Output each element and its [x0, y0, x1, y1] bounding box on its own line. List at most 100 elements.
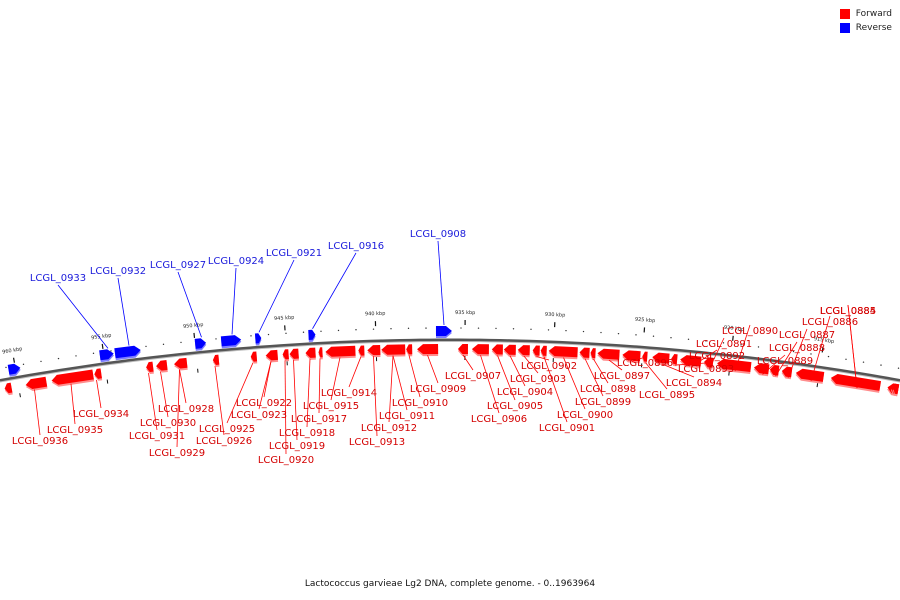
gene-label-LCGL_0909[interactable]: LCGL_0909	[410, 384, 466, 395]
gene-fwd[interactable]	[406, 344, 413, 357]
gene-label-LCGL_0931[interactable]: LCGL_0931	[129, 431, 185, 442]
gene-fwd[interactable]	[305, 347, 316, 361]
gene-label-LCGL_0918[interactable]: LCGL_0918	[279, 428, 335, 439]
gene-label-LCGL_0924[interactable]: LCGL_0924	[208, 256, 264, 267]
gene-label-LCGL_0901[interactable]: LCGL_0901	[539, 423, 595, 434]
gene-label-LCGL_0930[interactable]: LCGL_0930	[140, 418, 196, 429]
gene-rev-1[interactable]	[99, 348, 114, 363]
gene-fwd[interactable]	[4, 382, 13, 396]
gene-label-LCGL_0920[interactable]: LCGL_0920	[258, 455, 314, 466]
gene-label-LCGL_0934[interactable]: LCGL_0934	[73, 409, 129, 420]
gene-fwd[interactable]	[282, 349, 290, 362]
gene-fwd[interactable]	[367, 344, 381, 358]
gene-fwd[interactable]	[94, 368, 103, 381]
gene-fwd[interactable]	[548, 346, 578, 360]
gene-label-LCGL_0935[interactable]: LCGL_0935	[47, 425, 103, 436]
gene-fwd[interactable]	[289, 348, 299, 362]
gene-fwd[interactable]	[503, 344, 516, 357]
gene-label-LCGL_0906[interactable]: LCGL_0906	[471, 414, 527, 425]
gene-fwd[interactable]	[51, 369, 95, 387]
gene-rev-6[interactable]	[308, 329, 316, 342]
gene-label-LCGL_0885[interactable]: LCGL_0885	[820, 306, 876, 317]
gene-label-LCGL_0914[interactable]: LCGL_0914	[321, 388, 377, 399]
gene-label-LCGL_0908[interactable]: LCGL_0908	[410, 229, 466, 240]
gene-label-LCGL_0902[interactable]: LCGL_0902	[521, 361, 577, 372]
gene-label-LCGL_0916[interactable]: LCGL_0916	[328, 241, 384, 252]
gene-label-LCGL_0891[interactable]: LCGL_0891	[696, 339, 752, 350]
gene-label-LCGL_0890[interactable]: LCGL_0890	[722, 326, 778, 337]
gene-fwd[interactable]	[597, 348, 620, 362]
gene-fwd[interactable]	[146, 361, 154, 375]
gene-label-LCGL_0927[interactable]: LCGL_0927	[150, 260, 206, 271]
gene-label-LCGL_0893[interactable]: LCGL_0893	[678, 364, 734, 375]
legend-reverse[interactable]: Reverse	[839, 23, 892, 33]
gene-fwd[interactable]	[457, 344, 468, 357]
gene-label-LCGL_0894[interactable]: LCGL_0894	[666, 378, 722, 389]
gene-fwd[interactable]	[795, 368, 825, 384]
gene-fwd[interactable]	[25, 376, 48, 392]
gene-label-LCGL_0897[interactable]: LCGL_0897	[594, 371, 650, 382]
gene-label-LCGL_0896[interactable]: LCGL_0896	[617, 358, 673, 369]
gene-label-LCGL_0903[interactable]: LCGL_0903	[510, 374, 566, 385]
gene-label-LCGL_0892[interactable]: LCGL_0892	[689, 351, 745, 362]
gene-label-LCGL_0921[interactable]: LCGL_0921	[266, 248, 322, 259]
gene-label-LCGL_0888[interactable]: LCGL_0888	[769, 343, 825, 354]
gene-fwd[interactable]	[579, 347, 590, 360]
gene-label-LCGL_0913[interactable]: LCGL_0913	[349, 437, 405, 448]
gene-label-LCGL_0919[interactable]: LCGL_0919	[269, 441, 325, 452]
gene-rev-3[interactable]	[194, 338, 207, 351]
gene-fwd[interactable]	[716, 358, 752, 374]
gene-fwd[interactable]	[173, 357, 188, 371]
gene-fwd[interactable]	[517, 345, 530, 358]
gene-label-LCGL_0915[interactable]: LCGL_0915	[303, 401, 359, 412]
gene-label-LCGL_0889[interactable]: LCGL_0889	[757, 356, 813, 367]
gene-label-LCGL_0917[interactable]: LCGL_0917	[291, 414, 347, 425]
gene-fwd[interactable]	[318, 347, 323, 360]
gene-rev-2[interactable]	[114, 345, 142, 361]
gene-rev-4[interactable]	[220, 335, 242, 349]
gene-label-LCGL_0922[interactable]: LCGL_0922	[236, 398, 292, 409]
gene-label-LCGL_0926[interactable]: LCGL_0926	[196, 436, 252, 447]
gene-label-LCGL_0929[interactable]: LCGL_0929	[149, 448, 205, 459]
gene-label-LCGL_0936[interactable]: LCGL_0936	[12, 436, 68, 447]
gene-fwd[interactable]	[830, 373, 882, 393]
gene-fwd[interactable]	[417, 344, 439, 357]
gene-fwd[interactable]	[381, 344, 406, 357]
gene-label-LCGL_0895[interactable]: LCGL_0895	[639, 390, 695, 401]
gene-label-LCGL_0933[interactable]: LCGL_0933	[30, 273, 86, 284]
legend-forward[interactable]: Forward	[839, 9, 892, 19]
gene-label-LCGL_0887[interactable]: LCGL_0887	[779, 330, 835, 341]
gene-label-LCGL_0907[interactable]: LCGL_0907	[445, 371, 501, 382]
gene-fwd[interactable]	[155, 360, 168, 373]
gene-label-LCGL_0898[interactable]: LCGL_0898	[580, 384, 636, 395]
gene-fwd[interactable]	[491, 344, 503, 357]
gene-fwd[interactable]	[212, 354, 220, 368]
gene-label-LCGL_0925[interactable]: LCGL_0925	[199, 424, 255, 435]
gene-fwd[interactable]	[250, 351, 258, 364]
gene-label-LCGL_0884[interactable]: LCGL_0884	[820, 306, 876, 317]
gene-label-LCGL_0910[interactable]: LCGL_0910	[392, 398, 448, 409]
gene-fwd[interactable]	[325, 345, 356, 359]
gene-label-LCGL_0886[interactable]: LCGL_0886	[802, 317, 858, 328]
gene-label-LCGL_0900[interactable]: LCGL_0900	[557, 410, 613, 421]
gene-label-LCGL_0904[interactable]: LCGL_0904	[497, 387, 553, 398]
gene-fwd[interactable]	[590, 348, 596, 361]
gene-fwd[interactable]	[358, 345, 365, 358]
gene-fwd[interactable]	[471, 344, 489, 357]
gene-fwd[interactable]	[781, 366, 793, 380]
gene-label-LCGL_0905[interactable]: LCGL_0905	[487, 401, 543, 412]
gene-rev-5[interactable]	[254, 333, 262, 346]
gene-fwd[interactable]	[642, 351, 648, 364]
gene-label-LCGL_0928[interactable]: LCGL_0928	[158, 404, 214, 415]
gene-fwd[interactable]	[265, 349, 279, 363]
gene-rev-0[interactable]	[7, 363, 22, 377]
gene-label-LCGL_0923[interactable]: LCGL_0923	[231, 410, 287, 421]
gene-label-LCGL_0899[interactable]: LCGL_0899	[575, 397, 631, 408]
gene-fwd[interactable]	[540, 345, 547, 358]
gene-fwd[interactable]	[532, 345, 540, 358]
gene-rev-7[interactable]	[435, 326, 452, 339]
gene-label-LCGL_0911[interactable]: LCGL_0911	[379, 411, 435, 422]
gene-label-LCGL_0912[interactable]: LCGL_0912	[361, 423, 417, 434]
gene-fwd[interactable]	[652, 352, 670, 366]
gene-label-LCGL_0932[interactable]: LCGL_0932	[90, 266, 146, 277]
